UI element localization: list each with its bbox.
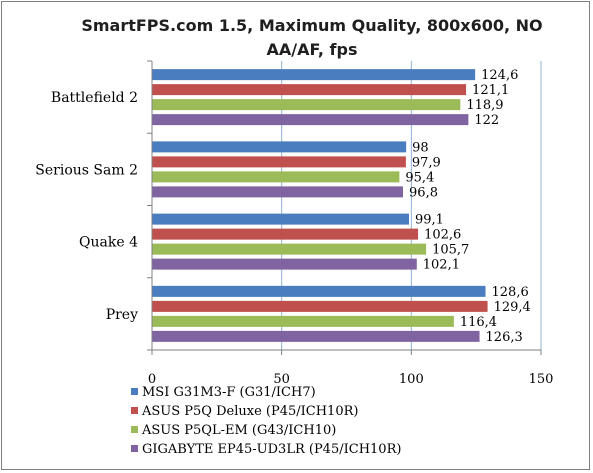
- category-label-2: Quake 4: [79, 235, 138, 251]
- legend-swatch-1: [131, 407, 138, 414]
- legend-label-0: MSI G31M3-F (G31/ICH7): [142, 385, 316, 400]
- data-label-2-0: 99,1: [415, 213, 444, 228]
- data-label-2-3: 102,1: [423, 258, 460, 273]
- data-label-1-0: 98: [412, 140, 429, 155]
- x-tick-label-1: 50: [273, 372, 290, 387]
- data-label-3-3: 126,3: [486, 330, 523, 345]
- data-label-3-0: 128,6: [492, 285, 529, 300]
- bar-3-0: [152, 285, 486, 297]
- legend-swatch-3: [131, 445, 138, 452]
- bar-0-3: [152, 114, 469, 126]
- bar-3-3: [152, 330, 480, 342]
- category-label-3: Prey: [106, 307, 138, 323]
- chart-title-line-1: SmartFPS.com 1.5, Maximum Quality, 800x6…: [81, 16, 542, 35]
- category-label-1: Serious Sam 2: [35, 162, 138, 178]
- x-tick-label-3: 150: [529, 372, 554, 387]
- data-label-2-1: 102,6: [424, 228, 461, 243]
- data-label-1-1: 97,9: [412, 155, 441, 170]
- data-label-0-1: 121,1: [472, 83, 509, 98]
- data-label-3-2: 116,4: [460, 315, 497, 330]
- bar-1-3: [152, 186, 404, 198]
- bar-2-3: [152, 258, 417, 270]
- category-label-0: Battlefield 2: [51, 90, 138, 106]
- legend-label-1: ASUS P5Q Deluxe (P45/ICH10R): [141, 404, 358, 419]
- bar-2-0: [152, 213, 409, 225]
- data-label-3-1: 129,4: [494, 300, 531, 315]
- bar-0-0: [152, 69, 476, 81]
- bar-0-1: [152, 84, 467, 96]
- data-label-2-2: 105,7: [432, 243, 469, 258]
- bar-1-1: [152, 156, 406, 168]
- data-label-0-3: 122: [474, 113, 499, 128]
- data-label-0-2: 118,9: [466, 98, 503, 113]
- x-tick-label-0: 0: [148, 372, 156, 387]
- x-tick-label-2: 100: [399, 372, 424, 387]
- bar-1-2: [152, 171, 400, 183]
- bar-0-2: [152, 99, 461, 111]
- chart-title-line-2: AA/AF, fps: [267, 40, 358, 59]
- legend-label-2: ASUS P5QL-EM (G43/ICH10): [141, 423, 336, 438]
- bar-2-1: [152, 228, 419, 240]
- data-label-0-0: 124,6: [481, 68, 518, 83]
- data-label-1-2: 95,4: [405, 170, 434, 185]
- bar-1-0: [152, 141, 407, 153]
- legend-swatch-0: [131, 388, 138, 395]
- bar-2-2: [152, 243, 427, 255]
- bar-3-1: [152, 300, 488, 312]
- legend-label-3: GIGABYTE EP45-UD3LR (P45/ICH10R): [142, 442, 401, 457]
- data-label-1-3: 96,8: [409, 185, 438, 200]
- bar-3-2: [152, 315, 454, 327]
- legend-swatch-2: [131, 426, 138, 433]
